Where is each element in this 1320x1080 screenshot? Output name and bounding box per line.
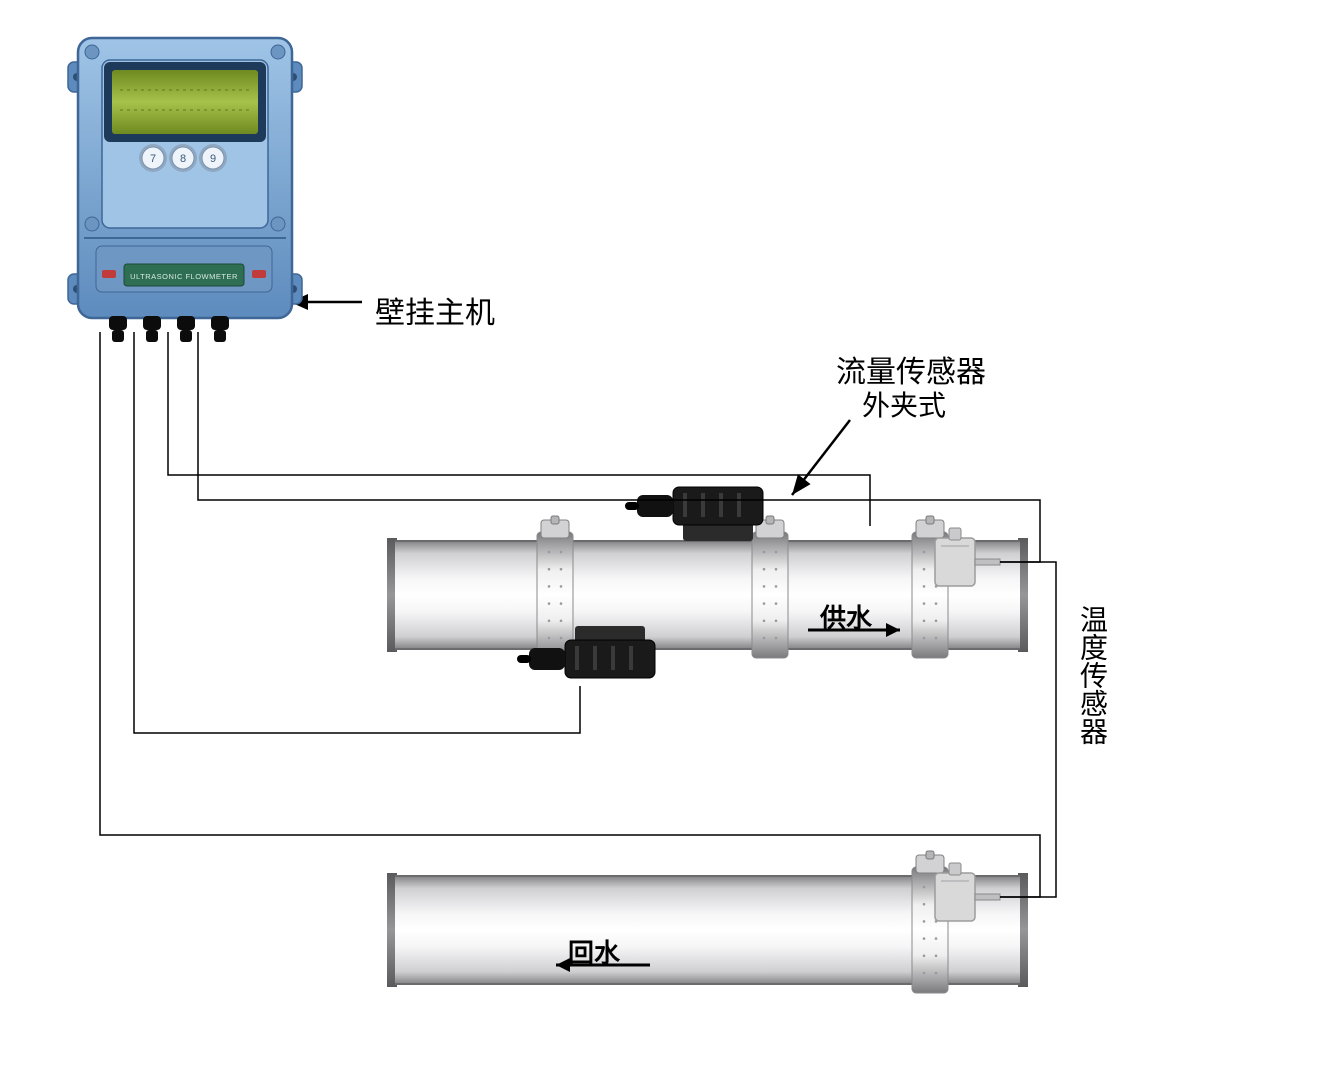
label-supply: 供水 <box>820 598 872 635</box>
keypad-button[interactable] <box>142 147 164 169</box>
wire-to-flow-sensors <box>168 332 870 526</box>
cable-gland <box>112 330 124 342</box>
pipe-clamp <box>912 516 948 658</box>
wire-temp-link-right <box>1000 562 1056 897</box>
svg-text:9: 9 <box>210 153 216 165</box>
leader-arrow-host <box>290 294 362 310</box>
cable-gland <box>214 330 226 342</box>
cable-gland <box>146 330 158 342</box>
label-host: 壁挂主机 <box>375 288 495 332</box>
temperature-sensor-probe <box>935 863 1000 921</box>
label-return: 回水 <box>568 933 620 970</box>
lcd-display <box>112 70 258 134</box>
pipe-clamp <box>912 851 948 993</box>
pipe-supply <box>387 538 1028 652</box>
wire-to-flow-bottom-branch <box>134 332 580 733</box>
cable-gland <box>180 330 192 342</box>
label-flowSensor2: 外夹式 <box>862 384 946 424</box>
pipe-clamp <box>537 516 573 658</box>
svg-text:ULTRASONIC FLOWMETER: ULTRASONIC FLOWMETER <box>130 272 238 281</box>
pipe-return <box>387 873 1028 987</box>
pipe-clamp <box>752 516 788 658</box>
svg-text:8: 8 <box>180 153 186 165</box>
keypad-button[interactable] <box>172 147 194 169</box>
wall-mount-host-unit: 7 8 9 ULTRASONIC FLOWMETER <box>68 38 302 342</box>
flow-sensor-clamp-on <box>517 626 655 678</box>
flow-sensor-clamp-on <box>625 487 763 541</box>
svg-text:7: 7 <box>150 153 156 165</box>
temperature-sensor-probe <box>935 528 1000 586</box>
leader-arrow-flow-sensor <box>792 420 850 495</box>
label-tempSensor: 温度传感器 <box>1072 605 1112 745</box>
keypad-button[interactable] <box>202 147 224 169</box>
